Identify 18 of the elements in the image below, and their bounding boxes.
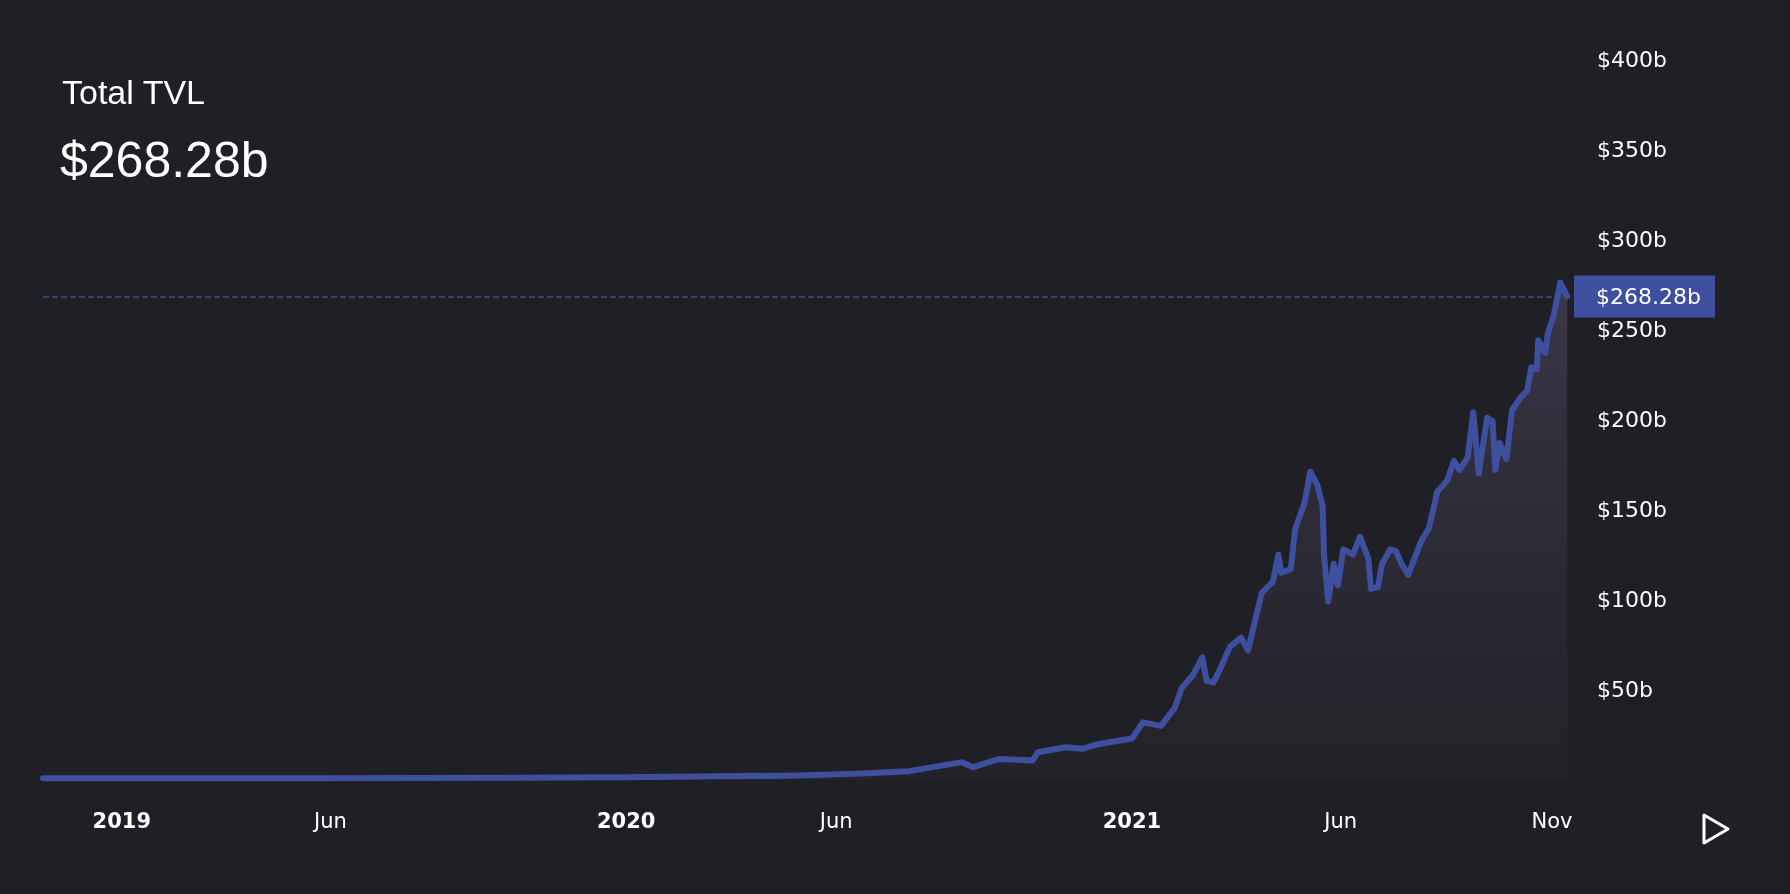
ref-line-label: $268.28b [1596,283,1701,309]
x-tick-label: Nov [1531,808,1573,833]
y-tick-label: $50b [1597,677,1653,703]
y-tick-label: $100b [1597,587,1667,613]
y-tick-label: $250b [1597,316,1667,342]
chart-title: Total TVL [62,73,206,111]
x-tick-label: Jun [312,808,347,833]
y-tick-label: $300b [1597,226,1667,252]
y-tick-label: $350b [1597,136,1667,162]
y-tick-label: $400b [1597,46,1667,72]
x-tick-label: 2019 [92,808,151,833]
text: $268.28b [60,132,269,188]
x-tick-label: 2021 [1102,808,1162,833]
x-tick-label: 2020 [596,808,656,833]
y-tick-label: $150b [1597,497,1667,523]
x-tick-label: Jun [817,808,853,833]
y-tick-label: $200b [1597,407,1667,432]
x-tick-label: Jun [1322,808,1358,833]
